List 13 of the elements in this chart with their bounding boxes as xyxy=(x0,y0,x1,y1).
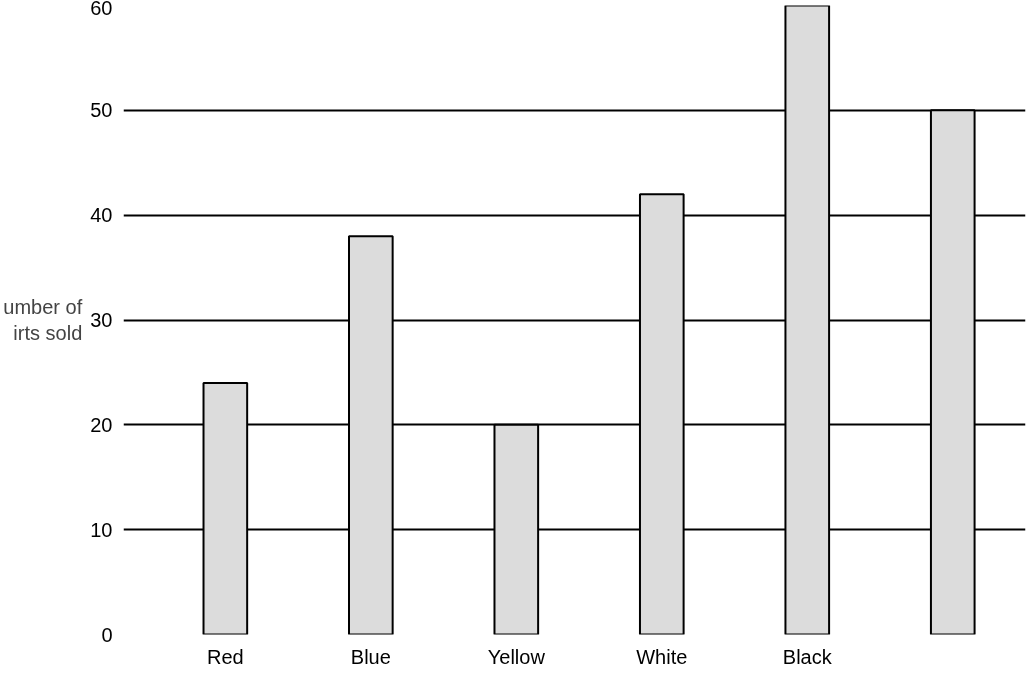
y-tick-label: 50 xyxy=(90,99,113,122)
x-tick-label: Red xyxy=(206,645,244,668)
y-tick-label: 10 xyxy=(90,518,113,541)
x-tick-label: White xyxy=(636,645,688,668)
y-tick-label: 0 xyxy=(101,623,113,646)
y-axis-title: umber of irts sold xyxy=(3,295,83,345)
x-tick-label: Blue xyxy=(350,645,391,668)
x-tick-label: Yellow xyxy=(487,645,546,668)
y-tick-label: 30 xyxy=(90,309,113,331)
x-tick-label: Black xyxy=(782,645,833,668)
y-tick-label: 60 xyxy=(90,0,113,19)
y-tick-label: 40 xyxy=(90,204,113,227)
y-tick-label: 20 xyxy=(90,413,113,436)
